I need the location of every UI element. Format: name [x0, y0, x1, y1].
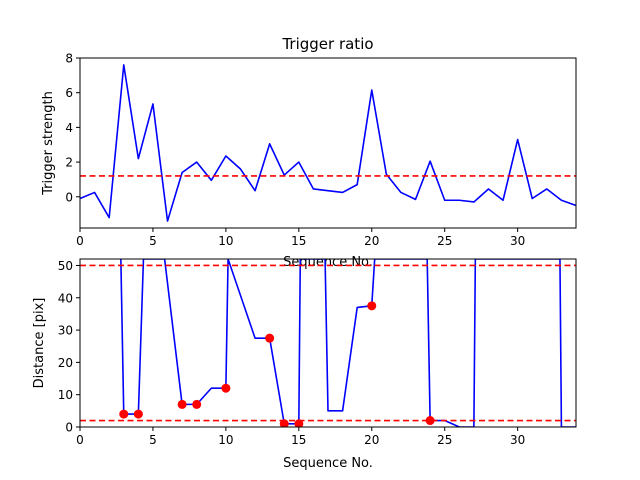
top-y-ticks: 0 2 4 6 8	[65, 52, 80, 204]
bottom-y-tick-label: 50	[58, 259, 73, 273]
bottom-x-tick-label: 0	[76, 433, 84, 447]
bottom-marker-3	[192, 399, 202, 409]
bottom-marker-0	[119, 409, 129, 419]
bottom-marker-7	[294, 419, 304, 427]
bottom-x-tick-label: 10	[218, 433, 233, 447]
bottom-plot-area	[80, 259, 576, 427]
bottom-y-axis-label: Distance [pix]	[32, 298, 47, 389]
top-x-tick-label: 0	[76, 234, 84, 248]
top-x-axis-label: Sequence No.	[283, 255, 373, 270]
top-chart-title: Trigger ratio	[281, 35, 373, 53]
bottom-marker-2	[177, 399, 187, 409]
bottom-marker-8	[367, 301, 377, 311]
top-y-tick-label: 4	[65, 121, 73, 135]
bottom-marker-9	[425, 416, 435, 426]
bottom-x-ticks: 0 5 10 15 20 25 30	[76, 427, 525, 447]
top-series-line-0	[80, 64, 576, 222]
bottom-y-tick-label: 10	[58, 388, 73, 402]
top-y-tick-label: 8	[65, 52, 73, 66]
top-x-tick-label: 30	[510, 234, 525, 248]
bottom-x-tick-label: 20	[364, 433, 379, 447]
bottom-y-ticks: 0 10 20 30 40 50	[58, 259, 80, 435]
top-x-tick-label: 25	[437, 234, 452, 248]
bottom-marker-5	[265, 333, 275, 343]
bottom-y-tick-label: 20	[58, 356, 73, 370]
bottom-series-line-0	[120, 259, 576, 427]
top-x-ticks: 0 5 10 15 20 25 30	[76, 228, 525, 248]
top-y-tick-label: 0	[65, 190, 73, 204]
top-y-axis-label: Trigger strength	[41, 91, 56, 196]
bottom-y-tick-label: 40	[58, 291, 73, 305]
top-y-tick-label: 6	[65, 86, 73, 100]
bottom-y-tick-label: 30	[58, 324, 73, 338]
top-x-tick-label: 20	[364, 234, 379, 248]
bottom-subplot: 0 5 10 15 20 25 30 0 10 20 30 40 50 Sequence No. Di…	[32, 258, 577, 471]
top-y-tick-label: 2	[65, 156, 73, 170]
bottom-x-tick-label: 5	[149, 433, 157, 447]
top-subplot: Trigger ratio 0 5 10 15 20 25 30 0 2 4 6 8 Sequenc…	[41, 35, 577, 270]
bottom-x-tick-label: 15	[291, 433, 306, 447]
bottom-marker-4	[221, 383, 231, 393]
top-x-tick-label: 5	[149, 234, 157, 248]
top-plot-area	[80, 64, 576, 222]
bottom-axes-frame	[79, 258, 577, 428]
top-axes-frame	[79, 57, 577, 229]
bottom-x-axis-label: Sequence No.	[283, 456, 373, 471]
bottom-x-tick-label: 25	[437, 433, 452, 447]
top-x-tick-label: 10	[218, 234, 233, 248]
bottom-x-tick-label: 30	[510, 433, 525, 447]
bottom-y-tick-label: 0	[65, 421, 73, 435]
bottom-marker-1	[133, 409, 143, 419]
bottom-marker-6	[279, 419, 289, 427]
top-x-tick-label: 15	[291, 234, 306, 248]
